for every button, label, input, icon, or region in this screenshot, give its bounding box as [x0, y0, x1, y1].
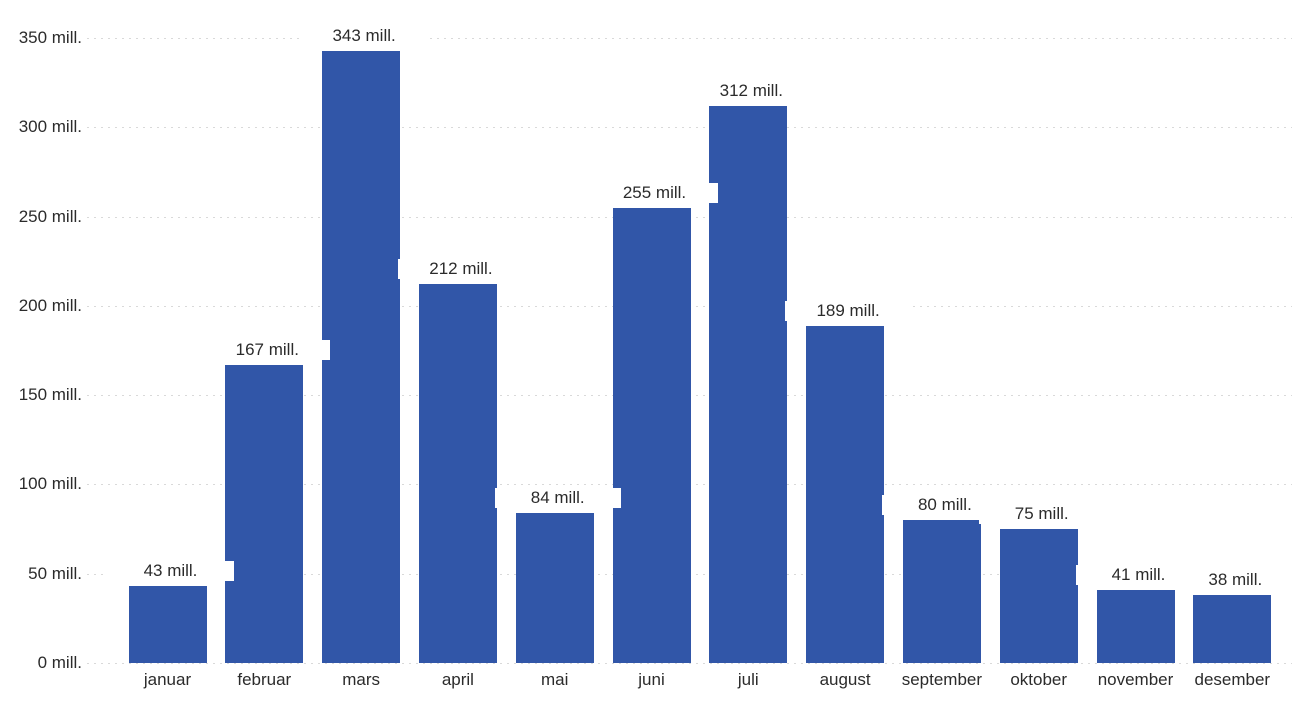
bar-desember[interactable]: [1193, 595, 1272, 663]
x-axis-tick-label: desember: [1194, 670, 1271, 689]
bar-value-label: 43 mill.: [107, 561, 234, 582]
bar-februar[interactable]: [225, 364, 304, 663]
bar-juli[interactable]: [709, 105, 788, 663]
bar-value-label: 212 mill.: [397, 259, 524, 280]
y-axis-tick-label: 100 mill.: [18, 474, 82, 494]
bar-mars[interactable]: [322, 50, 401, 663]
bar-value-label: 343 mill.: [301, 25, 428, 46]
bar-value-label: 84 mill.: [494, 488, 621, 508]
x-axis-tick-label: september: [901, 670, 983, 689]
bar-value-label: 167 mill.: [204, 339, 331, 360]
bar-januar[interactable]: [128, 586, 207, 663]
bar-mai[interactable]: [515, 513, 594, 663]
x-axis-tick-label: oktober: [1010, 670, 1068, 689]
bar-value-label: 41 mill.: [1075, 564, 1202, 585]
bar-value-label: 312 mill.: [688, 80, 815, 101]
x-axis-tick-label: juli: [737, 670, 759, 689]
bar-juni[interactable]: [612, 207, 691, 663]
bar-value-label: 255 mill.: [591, 182, 718, 203]
y-axis-tick-label: 0 mill.: [37, 653, 82, 672]
y-axis-tick-label: 350 mill.: [18, 28, 82, 47]
gridline: [87, 38, 1292, 40]
gridline: [87, 127, 1292, 130]
x-axis-tick-label: juni: [638, 670, 665, 689]
x-axis-tick-label: april: [441, 670, 474, 689]
x-axis-tick-label: november: [1097, 670, 1174, 689]
y-axis-tick-label: 300 mill.: [18, 117, 82, 137]
y-axis-tick-label: 50 mill.: [28, 563, 82, 583]
bar-value-label: 80 mill.: [881, 495, 1008, 516]
x-axis-tick-label: januar: [143, 670, 192, 689]
x-axis-tick-label: mars: [342, 670, 380, 689]
bar-august[interactable]: [806, 325, 885, 663]
bar-value-label: 189 mill.: [785, 300, 912, 321]
bar-value-label: 75 mill.: [978, 504, 1105, 525]
bar-oktober[interactable]: [999, 529, 1078, 663]
x-axis-tick-label: august: [819, 670, 871, 689]
y-axis-tick-label: 200 mill.: [18, 295, 82, 315]
y-axis-tick-label: 150 mill.: [18, 385, 82, 405]
x-axis-tick-label: mai: [540, 670, 569, 689]
bar-november[interactable]: [1096, 589, 1175, 663]
bar-april[interactable]: [418, 284, 497, 663]
x-axis-tick-label: februar: [237, 670, 292, 689]
bar-value-label: 38 mill.: [1172, 570, 1299, 591]
y-axis-tick-label: 250 mill.: [18, 206, 82, 226]
bar-september[interactable]: [902, 520, 981, 663]
gridline: [87, 663, 1292, 665]
